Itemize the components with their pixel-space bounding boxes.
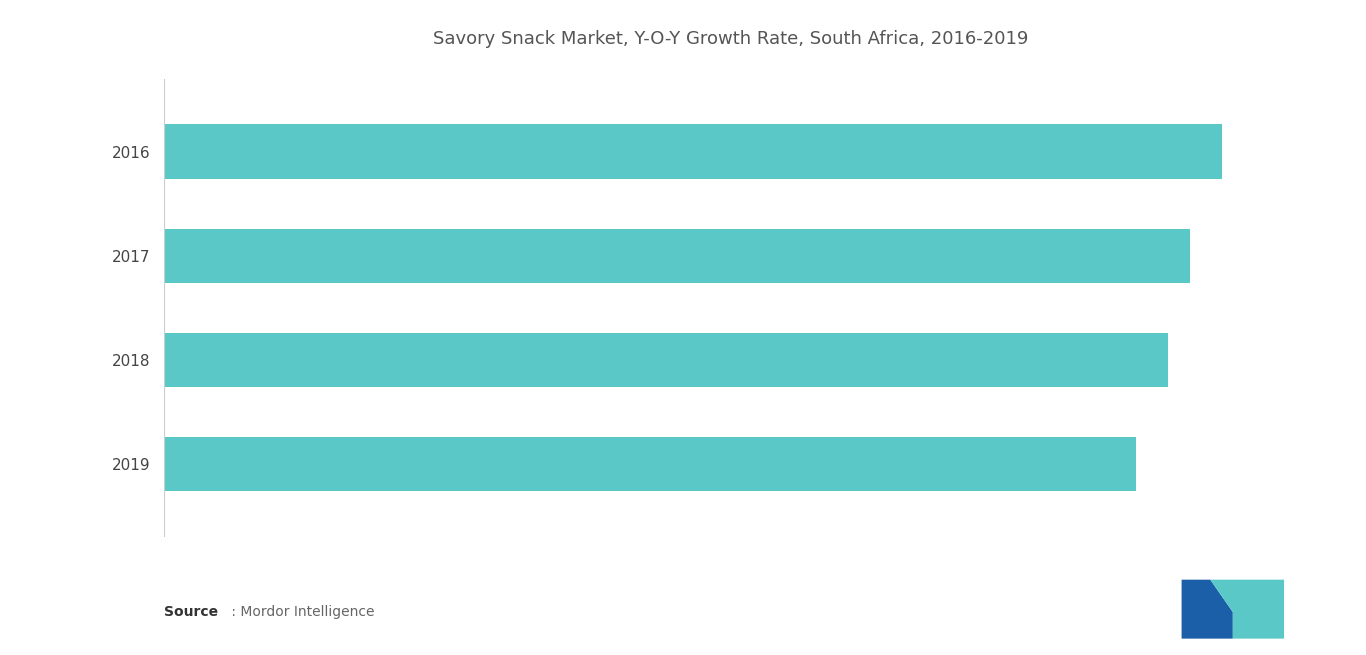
Bar: [164, 124, 1223, 179]
Text: : Mordor Intelligence: : Mordor Intelligence: [227, 605, 374, 619]
Bar: [164, 437, 1135, 491]
Bar: [164, 333, 1168, 387]
Title: Savory Snack Market, Y-O-Y Growth Rate, South Africa, 2016-2019: Savory Snack Market, Y-O-Y Growth Rate, …: [433, 30, 1029, 48]
Bar: [164, 229, 1190, 283]
Text: Source: Source: [164, 605, 219, 619]
